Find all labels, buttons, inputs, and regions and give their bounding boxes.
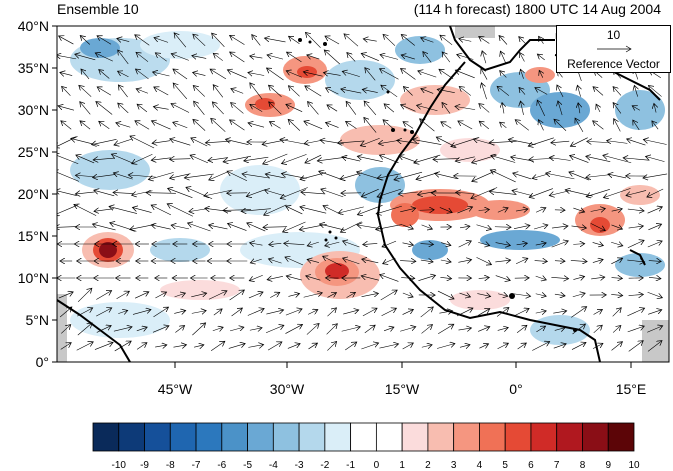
colorbar-label: 9 — [605, 460, 611, 471]
colorbar-swatch — [607, 422, 635, 452]
lon-tick-label: 45°W — [158, 381, 193, 397]
colorbar-swatch — [375, 422, 403, 452]
colorbar-swatch — [272, 422, 300, 452]
forecast-time-title: (114 h forecast) 1800 UTC 14 Aug 2004 — [413, 1, 661, 17]
colorbar-label: -5 — [243, 460, 252, 471]
colorbar-label: -8 — [166, 460, 175, 471]
colorbar: -10 -9 -8 -7 -6 -5 -4 -3 -2 -1 0 1 2 3 4 5 6 7 8 9 10 — [92, 422, 640, 471]
lon-tick-label: 15°E — [616, 381, 647, 397]
anomaly-field — [57, 26, 669, 362]
colorbar-swatch — [324, 422, 352, 452]
colorbar-swatch — [221, 422, 248, 452]
colorbar-swatch — [556, 422, 583, 452]
colorbar-label: -9 — [140, 460, 149, 471]
colorbar-label: 3 — [451, 460, 457, 471]
colorbar-label: -3 — [295, 460, 304, 471]
reference-arrow-icon — [597, 45, 632, 53]
colorbar-label: 1 — [399, 460, 405, 471]
ensemble-title: Ensemble 10 — [57, 1, 139, 17]
reference-vector-label: Reference Vector — [567, 57, 660, 71]
colorbar-label: -7 — [192, 460, 201, 471]
lat-tick-label: 5°N — [26, 312, 50, 328]
colorbar-label: 6 — [528, 460, 534, 471]
colorbar-swatch — [530, 422, 558, 452]
colorbar-swatch — [350, 422, 377, 452]
lat-tick-label: 25°N — [18, 144, 49, 160]
reference-vector-value: 10 — [606, 28, 621, 42]
longitude-axis: 45°W 30°W 15°W 0° 15°E — [158, 362, 646, 397]
colorbar-label: 7 — [554, 460, 560, 471]
colorbar-label: 5 — [502, 460, 508, 471]
lat-tick-label: 0° — [36, 354, 49, 370]
lon-tick-label: 0° — [509, 381, 522, 397]
colorbar-swatch — [427, 422, 455, 452]
colorbar-swatch — [169, 422, 197, 452]
islands — [298, 38, 577, 332]
colorbar-label: 0 — [374, 460, 380, 471]
coastline — [57, 26, 669, 362]
colorbar-swatch — [582, 422, 609, 452]
lat-tick-label: 10°N — [18, 270, 49, 286]
colorbar-label: -4 — [269, 460, 278, 471]
colorbar-swatch — [401, 422, 429, 452]
colorbar-swatch — [118, 422, 145, 452]
lat-tick-label: 35°N — [18, 60, 49, 76]
colorbar-swatch — [247, 422, 274, 452]
latitude-axis: 40°N 35°N 30°N 25°N 20°N 15°N 10°N 5°N 0° — [18, 18, 57, 370]
colorbar-label: -6 — [217, 460, 226, 471]
colorbar-label: -2 — [320, 460, 329, 471]
colorbar-swatch — [479, 422, 506, 452]
colorbar-swatch — [195, 422, 223, 452]
colorbar-swatch — [144, 422, 171, 452]
colorbar-swatch — [453, 422, 480, 452]
colorbar-label: 4 — [477, 460, 483, 471]
colorbar-swatch — [92, 422, 120, 452]
colorbar-label: 2 — [425, 460, 431, 471]
lat-tick-label: 30°N — [18, 102, 49, 118]
colorbar-label: 10 — [628, 460, 640, 471]
colorbar-label: -1 — [346, 460, 355, 471]
lon-tick-label: 15°W — [385, 381, 420, 397]
lat-tick-label: 20°N — [18, 186, 49, 202]
colorbar-swatch — [298, 422, 326, 452]
colorbar-label: -10 — [112, 460, 127, 471]
lat-tick-label: 15°N — [18, 228, 49, 244]
lat-tick-label: 40°N — [18, 18, 49, 34]
lon-tick-label: 30°W — [270, 381, 305, 397]
colorbar-label: 8 — [580, 460, 586, 471]
colorbar-swatch — [504, 422, 532, 452]
reference-vector-box: 10 Reference Vector — [556, 25, 671, 73]
